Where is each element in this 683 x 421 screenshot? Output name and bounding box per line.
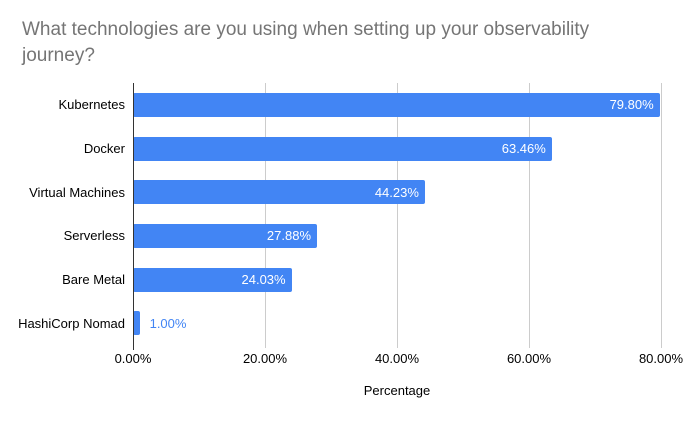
bar-rows: Kubernetes 79.80% Docker 63.46% Virtual Mach… [0, 83, 661, 345]
bar: 27.88% [133, 223, 317, 248]
gridline [529, 83, 530, 348]
gridline [397, 83, 398, 348]
bar-row: Bare Metal 24.03% [0, 258, 661, 302]
gridline [661, 83, 662, 348]
bar-track: 27.88% [133, 223, 661, 248]
bar-track: 44.23% [133, 180, 661, 205]
bar: 63.46% [133, 136, 552, 161]
category-label: Kubernetes [58, 97, 126, 113]
x-tick-label: 80.00% [638, 351, 683, 366]
value-label: 1.00% [149, 315, 187, 331]
chart-title: What technologies are you using when set… [22, 19, 590, 66]
value-label: 79.80% [609, 97, 654, 113]
y-axis-line [133, 83, 134, 350]
bar-row: Serverless 27.88% [0, 214, 661, 258]
category-label: Bare Metal [62, 272, 125, 288]
bar-track: 1.00% [133, 311, 661, 336]
x-axis-ticks: 0.00% 20.00% 40.00% 60.00% 80.00% [115, 351, 683, 367]
bar-row: Kubernetes 79.80% [0, 83, 661, 127]
value-label: 24.03% [241, 272, 286, 288]
category-label: Docker [83, 141, 125, 156]
bar: 44.23% [133, 180, 425, 205]
x-tick-label: 40.00% [374, 351, 420, 366]
gridline [265, 83, 266, 348]
x-tick-label: 20.00% [242, 351, 288, 366]
bar-track: 79.80% [133, 92, 661, 117]
value-label: 63.46% [501, 141, 546, 156]
bar-track: 24.03% [133, 267, 661, 292]
value-label: 27.88% [266, 228, 311, 244]
category-label: HashiCorp Nomad [18, 315, 125, 331]
bar-row: Virtual Machines 44.23% [0, 170, 661, 214]
bar [133, 311, 140, 336]
bar: 24.03% [133, 267, 292, 292]
bar-track: 63.46% [133, 136, 661, 161]
x-tick-label: 0.00% [114, 351, 152, 366]
x-tick-label: 60.00% [506, 351, 552, 366]
bar-row: Docker 63.46% [0, 127, 661, 171]
value-label: 44.23% [374, 184, 419, 200]
category-label: Serverless [63, 228, 125, 244]
x-axis-title: Percentage [363, 383, 431, 398]
plot-area [133, 83, 662, 348]
category-label: Virtual Machines [29, 184, 125, 200]
bar: 79.80% [133, 92, 660, 117]
bar-row: HashiCorp Nomad 1.00% [0, 301, 661, 345]
